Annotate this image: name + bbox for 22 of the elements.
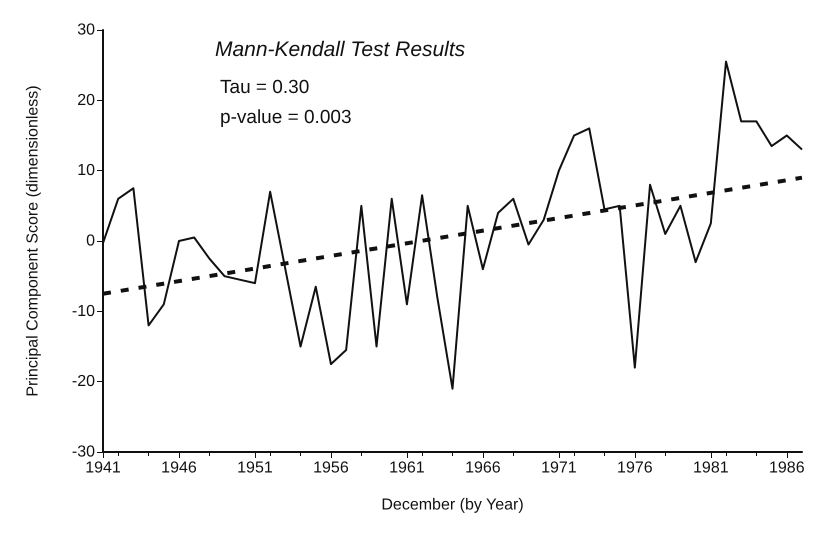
y-tick-label: -20 [72, 373, 96, 390]
x-tick-label: 1961 [389, 460, 425, 476]
y-tick-label: 10 [77, 162, 96, 180]
x-axis-title: December (by Year) [381, 496, 524, 514]
x-tick-label: 1951 [237, 460, 273, 476]
y-tick-label: 0 [86, 232, 96, 250]
y-tick-label: -10 [72, 302, 96, 320]
x-tick-label: 1941 [85, 460, 121, 476]
x-tick-label: 1956 [313, 460, 349, 476]
x-tick-label: 1946 [161, 460, 197, 476]
chart-title: Mann-Kendall Test Results [215, 38, 466, 61]
y-tick-label: 30 [77, 22, 96, 38]
y-tick-label: -30 [72, 444, 96, 460]
y-axis-title: Principal Component Score (dimensionless) [24, 85, 42, 397]
annotation: p-value = 0.003 [220, 107, 352, 128]
x-tick-label: 1966 [465, 460, 501, 476]
annotation: Tau = 0.30 [220, 77, 310, 98]
y-tick-label: 20 [77, 92, 96, 109]
x-tick-label: 1971 [541, 460, 577, 476]
x-tick-label: 1986 [769, 460, 805, 476]
x-tick-label: 1976 [617, 460, 653, 476]
x-tick-label: 1981 [693, 460, 729, 476]
